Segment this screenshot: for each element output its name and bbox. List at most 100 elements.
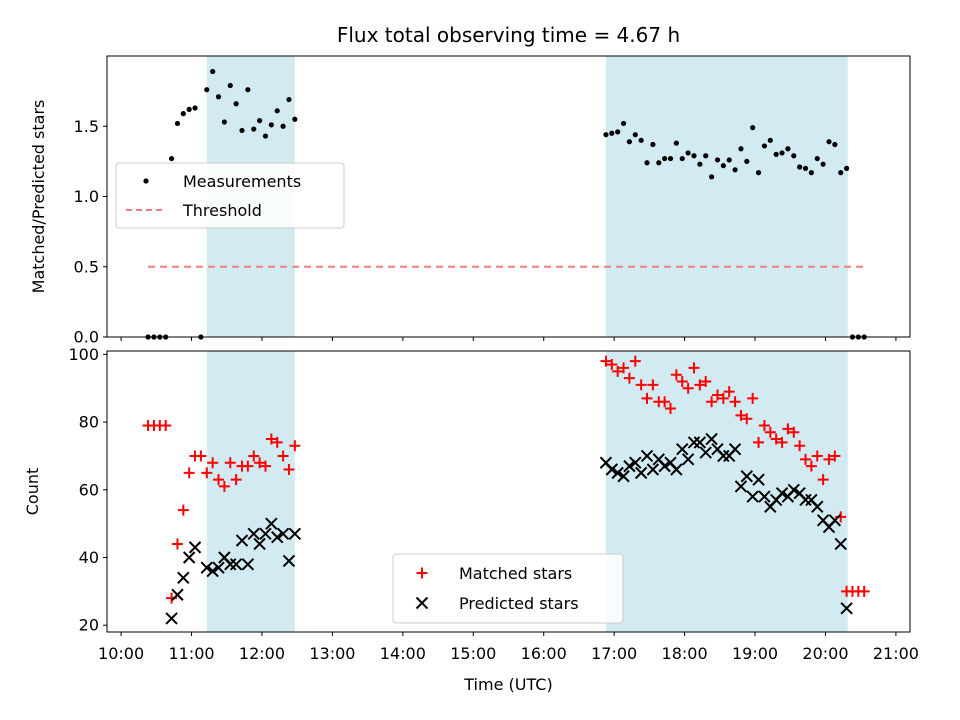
matched-star-point-65	[829, 450, 841, 462]
top-x-ticks	[120, 337, 897, 341]
measurement-point-67	[844, 165, 850, 171]
measurement-point-14	[227, 82, 233, 89]
matched-star-point-6	[177, 504, 189, 516]
matched-star-point-55	[770, 433, 782, 445]
x-tick-label-10: 20:00	[802, 644, 848, 663]
legend-marker-predicted-stars	[415, 596, 429, 610]
predicted-star-point-0	[165, 612, 178, 625]
predicted-star-point-16	[265, 517, 278, 530]
matched-star-point-21	[265, 433, 277, 445]
measurement-point-40	[685, 150, 691, 156]
measurement-point-12	[215, 94, 222, 100]
measurement-point-15	[233, 101, 239, 107]
predicted-star-point-11	[235, 534, 249, 547]
legend-label-matched-stars: Matched stars	[459, 564, 572, 583]
matched-star-point-62	[811, 450, 823, 462]
bottom-panel: 20 40 60 80 100 10:00 11:00 12:00 13:00 14:00 15:…	[23, 345, 919, 694]
predicted-star-point-1	[171, 588, 184, 601]
predicted-star-point-55	[799, 493, 812, 507]
matched-star-point-40	[682, 382, 694, 394]
measurement-point-63	[820, 161, 826, 167]
measurement-point-29	[620, 120, 627, 127]
measurement-point-43	[703, 153, 709, 159]
matched-star-point-60	[800, 453, 812, 465]
predicted-star-point-17	[271, 530, 284, 544]
predicted-star-point-24	[617, 470, 630, 483]
predicted-star-point-39	[705, 432, 718, 446]
measurement-point-39	[679, 155, 685, 162]
predicted-star-point-37	[693, 436, 707, 449]
measurement-point-64	[826, 139, 832, 145]
matched-star-point-3	[160, 419, 172, 431]
predicted-star-point-31	[658, 459, 671, 473]
x-tick-label-7: 17:00	[591, 644, 637, 663]
matched-star-point-51	[747, 392, 759, 404]
top-y-axis-label: Matched/Predicted stars	[29, 100, 48, 294]
matched-star-point-52	[753, 436, 765, 448]
measurement-point-56	[779, 150, 785, 156]
bottom-y-tick-label-2: 60	[79, 480, 99, 499]
measurement-point-49	[738, 146, 744, 152]
matched-star-point-34	[647, 379, 659, 391]
measurement-point-34	[650, 141, 656, 148]
measurement-point-18	[251, 126, 257, 132]
matched-star-point-46	[717, 392, 729, 404]
measurement-point-25	[292, 116, 298, 122]
measurement-point-22	[274, 108, 280, 114]
measurement-point-6	[180, 111, 186, 117]
measurement-point-55	[773, 151, 779, 157]
predicted-star-point-44	[734, 480, 748, 493]
legend-marker-matched-stars	[416, 567, 428, 579]
top-y-tick-label-0: 0.0	[74, 328, 99, 347]
matched-star-point-49	[735, 409, 747, 421]
predicted-star-point-48	[758, 490, 771, 503]
x-tick-label-0: 10:00	[98, 644, 144, 663]
predicted-star-point-22	[605, 463, 619, 476]
predicted-star-point-19	[282, 554, 296, 568]
measurement-point-20	[262, 133, 269, 139]
measurement-point-11	[210, 68, 216, 75]
top-panel: 0.0 0.5 1.0 1.5 Flux total observing time =…	[29, 23, 911, 347]
measurement-point-41	[691, 153, 697, 159]
matched-star-point-61	[805, 460, 817, 472]
matched-star-point-27	[606, 359, 618, 371]
measurement-point-8	[192, 105, 198, 111]
matched-star-point-39	[676, 375, 688, 387]
predicted-star-point-13	[247, 527, 260, 541]
predicted-star-point-60	[828, 514, 842, 527]
top-y-tick-label-3: 1.5	[74, 117, 99, 136]
predicted-star-point-6	[206, 564, 219, 578]
measurement-point-58	[791, 153, 797, 159]
matched-star-point-63	[817, 474, 829, 486]
measurement-point-51	[750, 125, 756, 131]
predicted-star-point-57	[811, 500, 824, 513]
matched-star-point-25	[289, 440, 301, 452]
top-shaded-intervals	[206, 56, 848, 337]
predicted-star-point-47	[752, 473, 765, 486]
measurement-point-38	[673, 140, 679, 146]
bottom-axes-frame	[106, 350, 911, 633]
legend-label-threshold: Threshold	[182, 201, 262, 220]
predicted-star-point-38	[699, 446, 712, 459]
legend-marker-measurements	[143, 178, 149, 184]
measurement-point-24	[286, 96, 292, 103]
predicted-star-point-25	[623, 459, 636, 473]
predicted-star-point-14	[253, 537, 266, 551]
x-tick-label-11: 21:00	[873, 644, 919, 663]
shaded-interval-0	[206, 351, 295, 632]
bottom-y-axis-label: Count	[23, 468, 42, 516]
matched-star-point-18	[248, 450, 260, 462]
matched-star-point-20	[259, 460, 271, 472]
x-tick-label-4: 14:00	[380, 644, 426, 663]
predicted-star-point-10	[229, 558, 243, 571]
bottom-legend-box	[392, 553, 624, 624]
measurement-point-10	[204, 87, 210, 93]
measurement-point-59	[797, 164, 803, 170]
matched-star-point-58	[788, 426, 800, 438]
bottom-x-ticks: 10:00 11:00 12:00 13:00 14:00 15:00 16:00 17:00…	[98, 632, 919, 663]
predicted-star-point-4	[188, 541, 202, 554]
matched-star-point-9	[195, 450, 207, 462]
matched-star-point-64	[823, 453, 835, 465]
matched-star-point-7	[183, 467, 195, 479]
